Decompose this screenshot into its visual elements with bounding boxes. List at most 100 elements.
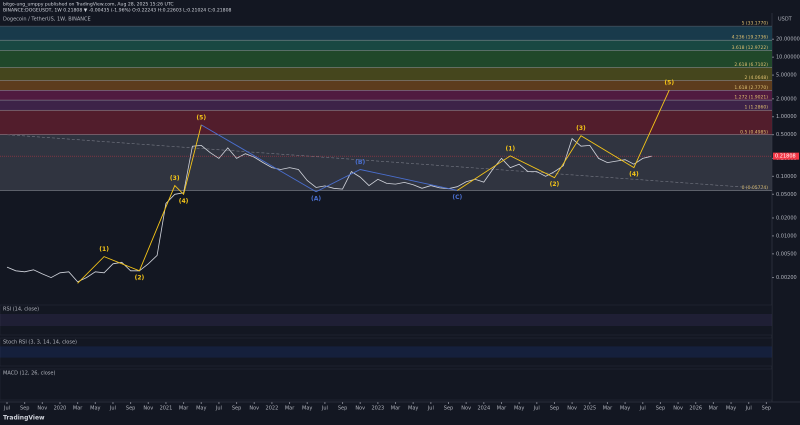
wave-label: (B) bbox=[355, 159, 365, 166]
last-price-label: 0.21808 bbox=[775, 154, 796, 160]
wave-path bbox=[77, 124, 202, 284]
trendline bbox=[6, 134, 767, 189]
last-price-box bbox=[773, 152, 799, 160]
x-tick-label: Mar bbox=[391, 406, 401, 412]
indicator-band bbox=[0, 314, 772, 326]
fib-band bbox=[0, 110, 772, 135]
wave-label: (2) bbox=[135, 274, 145, 281]
symbol-info: BINANCE:DOGEUSDT, 1W 0.21808 ▼ -0.00435 … bbox=[3, 8, 232, 14]
y-tick-label: 2.00000 bbox=[776, 96, 797, 102]
indicator-title: Stoch RSI (3, 3, 14, 14, close) bbox=[3, 340, 77, 346]
fib-label: 1.272 (1.9021) bbox=[734, 95, 768, 101]
x-tick-label: Jul bbox=[745, 406, 752, 412]
wave-label: (3) bbox=[170, 175, 180, 182]
x-tick-label: Sep bbox=[550, 406, 559, 412]
wave-label: (C) bbox=[452, 194, 462, 201]
fib-label: 4.236 (19.2736) bbox=[732, 35, 769, 41]
y-tick-label: 0.00200 bbox=[776, 275, 797, 281]
fib-band bbox=[0, 26, 772, 41]
x-tick-label: Nov bbox=[249, 406, 259, 412]
x-tick-label: Sep bbox=[20, 406, 29, 412]
wave-label: (1) bbox=[505, 145, 515, 152]
wave-label: (2) bbox=[550, 181, 560, 188]
x-tick-label: Nov bbox=[355, 406, 365, 412]
x-tick-label: May bbox=[514, 406, 524, 412]
x-tick-label: May bbox=[408, 406, 418, 412]
x-tick-label: Mar bbox=[497, 406, 507, 412]
fib-label: 2.618 (6.7102) bbox=[734, 62, 768, 68]
x-tick-label: May bbox=[90, 406, 100, 412]
pane-title: Dogecoin / TetherUS, 1W, BINANCE bbox=[3, 17, 91, 23]
fib-band bbox=[0, 80, 772, 91]
y-tick-label: 0.10000 bbox=[776, 174, 797, 180]
wave-label: (5) bbox=[196, 114, 206, 121]
wave-label: (1) bbox=[99, 246, 109, 253]
fib-label: 1.618 (2.7770) bbox=[734, 85, 768, 91]
y-tick-label: 0.01000 bbox=[776, 233, 797, 239]
fib-label: 0 (0.05774) bbox=[742, 185, 769, 191]
x-tick-label: 2023 bbox=[371, 406, 384, 412]
indicator-band bbox=[0, 346, 772, 358]
wave-label: (3) bbox=[576, 125, 586, 132]
x-tick-label: Sep bbox=[126, 406, 135, 412]
y-tick-label: 5.00000 bbox=[776, 73, 797, 79]
x-tick-label: Mar bbox=[179, 406, 189, 412]
x-tick-label: May bbox=[302, 406, 312, 412]
x-tick-label: Nov bbox=[673, 406, 683, 412]
wave-label: (4) bbox=[629, 171, 639, 178]
x-tick-label: Jul bbox=[3, 406, 10, 412]
fib-band bbox=[0, 90, 772, 101]
x-tick-label: May bbox=[726, 406, 736, 412]
wave-label: (A) bbox=[311, 195, 321, 202]
x-tick-label: Mar bbox=[603, 406, 613, 412]
x-tick-label: 2020 bbox=[54, 406, 67, 412]
x-tick-label: Sep bbox=[232, 406, 241, 412]
wave-label: (4) bbox=[179, 198, 189, 205]
x-tick-label: Sep bbox=[656, 406, 665, 412]
y-tick-label: 0.00500 bbox=[776, 251, 797, 257]
x-tick-label: May bbox=[620, 406, 630, 412]
x-tick-label: Nov bbox=[143, 406, 153, 412]
y-tick-label: 10.00000 bbox=[776, 55, 800, 61]
y-tick-label: 1.00000 bbox=[776, 114, 797, 120]
x-tick-label: 2024 bbox=[477, 406, 490, 412]
x-tick-label: Jul bbox=[639, 406, 646, 412]
price-line bbox=[6, 137, 652, 283]
indicator-title: MACD (12, 26, close) bbox=[3, 371, 55, 377]
wave-path bbox=[457, 89, 670, 191]
indicator-pane bbox=[0, 368, 773, 401]
fib-band bbox=[0, 100, 772, 111]
x-tick-label: Nov bbox=[567, 406, 577, 412]
footer-logo: TradingView bbox=[3, 415, 45, 422]
y-tick-label: 20.00000 bbox=[776, 37, 800, 43]
x-tick-label: Jul bbox=[215, 406, 222, 412]
fib-band bbox=[0, 134, 772, 191]
x-tick-label: Mar bbox=[709, 406, 719, 412]
y-tick-label: 0.05000 bbox=[776, 192, 797, 198]
wave-label: (5) bbox=[664, 80, 674, 87]
fib-band bbox=[0, 40, 772, 51]
fib-band bbox=[0, 67, 772, 81]
fib-band bbox=[0, 50, 772, 68]
fib-label: 3.618 (12.9722) bbox=[732, 45, 769, 51]
x-tick-label: Nov bbox=[461, 406, 471, 412]
indicator-pane bbox=[0, 304, 773, 336]
x-tick-label: May bbox=[196, 406, 206, 412]
x-tick-label: Mar bbox=[285, 406, 295, 412]
x-tick-label: Sep bbox=[338, 406, 347, 412]
x-tick-label: 2025 bbox=[583, 406, 596, 412]
fib-label: 1 (1.2860) bbox=[744, 105, 768, 111]
x-tick-label: 2021 bbox=[160, 406, 173, 412]
publish-info: bitgo-ung_umppy published on TradingView… bbox=[3, 2, 174, 8]
x-tick-label: Jul bbox=[427, 406, 434, 412]
fib-label: 2 (4.0648) bbox=[744, 75, 768, 81]
fib-label: 0.5 (0.4985) bbox=[740, 129, 768, 135]
fib-label: 5 (33.1770) bbox=[742, 21, 769, 27]
x-tick-label: Mar bbox=[73, 406, 83, 412]
y-tick-label: 0.50000 bbox=[776, 132, 797, 138]
x-tick-label: Jul bbox=[533, 406, 540, 412]
currency: USDT bbox=[778, 17, 793, 23]
wave-path bbox=[201, 124, 458, 193]
x-tick-label: Jul bbox=[109, 406, 116, 412]
